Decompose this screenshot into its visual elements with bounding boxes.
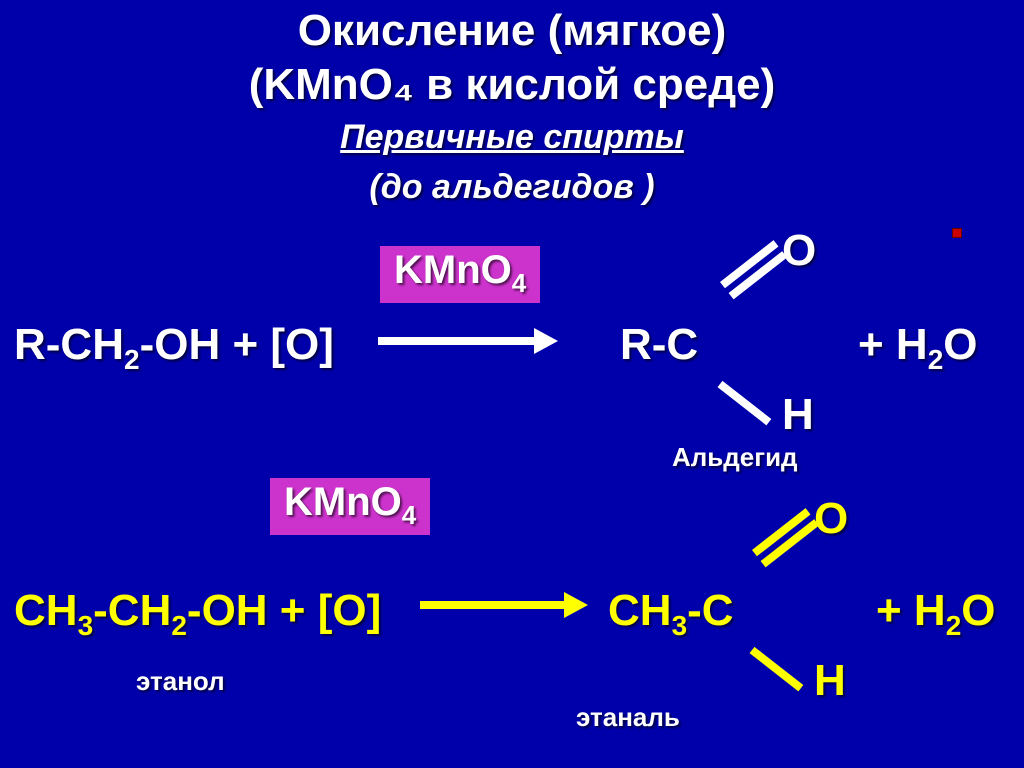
reaction-1-arrow (378, 334, 558, 348)
reagent-1-label: KMnO (394, 248, 512, 292)
reaction-1-lhs: R-CH2-OH + [O] (14, 320, 334, 376)
subtitle-primary-alcohols: Первичные спирты (0, 118, 1024, 157)
r1-lhs-sub: 2 (124, 344, 140, 375)
r2-lhs-s1: 3 (78, 610, 94, 641)
r2-rhs-p2: -C (687, 586, 733, 635)
red-marker-icon (952, 228, 962, 238)
reagent-2-label: KMnO (284, 480, 402, 524)
r1-caption-aldehyde: Альдегид (672, 442, 798, 473)
r2-oxygen: O (814, 494, 848, 544)
r2-bond-single-h (750, 647, 804, 691)
r2-lhs-p3: -OH + [O] (187, 586, 381, 635)
title-line-2: (KMnO₄ в кислой среде) (0, 60, 1024, 110)
subtitle-to-aldehydes: (до альдегидов ) (0, 168, 1024, 207)
r2-lhs-p2: -CH (93, 586, 171, 635)
r2-caption-ethanol: этанол (136, 666, 225, 697)
slide-root: Окисление (мягкое) (KMnO₄ в кислой среде… (0, 0, 1024, 768)
r1-bond-single-h (718, 381, 772, 425)
r2-rhs-p1: CH (608, 586, 672, 635)
reagent-box-1: KMnO4 (380, 246, 540, 303)
r2-lhs-s2: 2 (171, 610, 187, 641)
r2-rhs-s1: 3 (672, 610, 688, 641)
r1-water-prefix: + H (858, 320, 928, 369)
r2-water-sub: 2 (946, 610, 962, 641)
reaction-1-rhs-carbon: R-C (620, 320, 698, 370)
reagent-1-sub: 4 (512, 268, 526, 298)
r2-water-prefix: + H (876, 586, 946, 635)
r1-lhs-prefix: R-CH (14, 320, 124, 369)
reaction-2-rhs-carbon: CH3-C (608, 586, 734, 642)
r1-hydrogen: H (782, 390, 814, 440)
r1-lhs-suffix: -OH + [O] (140, 320, 334, 369)
r2-caption-ethanal: этаналь (576, 702, 680, 733)
r2-lhs-p1: CH (14, 586, 78, 635)
reaction-2-arrow (420, 598, 588, 612)
reagent-box-2: KMnO4 (270, 478, 430, 535)
r1-water-suffix: O (943, 320, 977, 369)
r1-oxygen: O (782, 226, 816, 276)
r2-hydrogen: H (814, 656, 846, 706)
r2-plus-water: + H2O (876, 586, 996, 642)
r2-water-suffix: O (961, 586, 995, 635)
r1-plus-water: + H2O (858, 320, 978, 376)
r1-water-sub: 2 (928, 344, 944, 375)
reaction-2-lhs: CH3-CH2-OH + [O] (14, 586, 381, 642)
title-line-1: Окисление (мягкое) (0, 6, 1024, 56)
reagent-2-sub: 4 (402, 500, 416, 530)
